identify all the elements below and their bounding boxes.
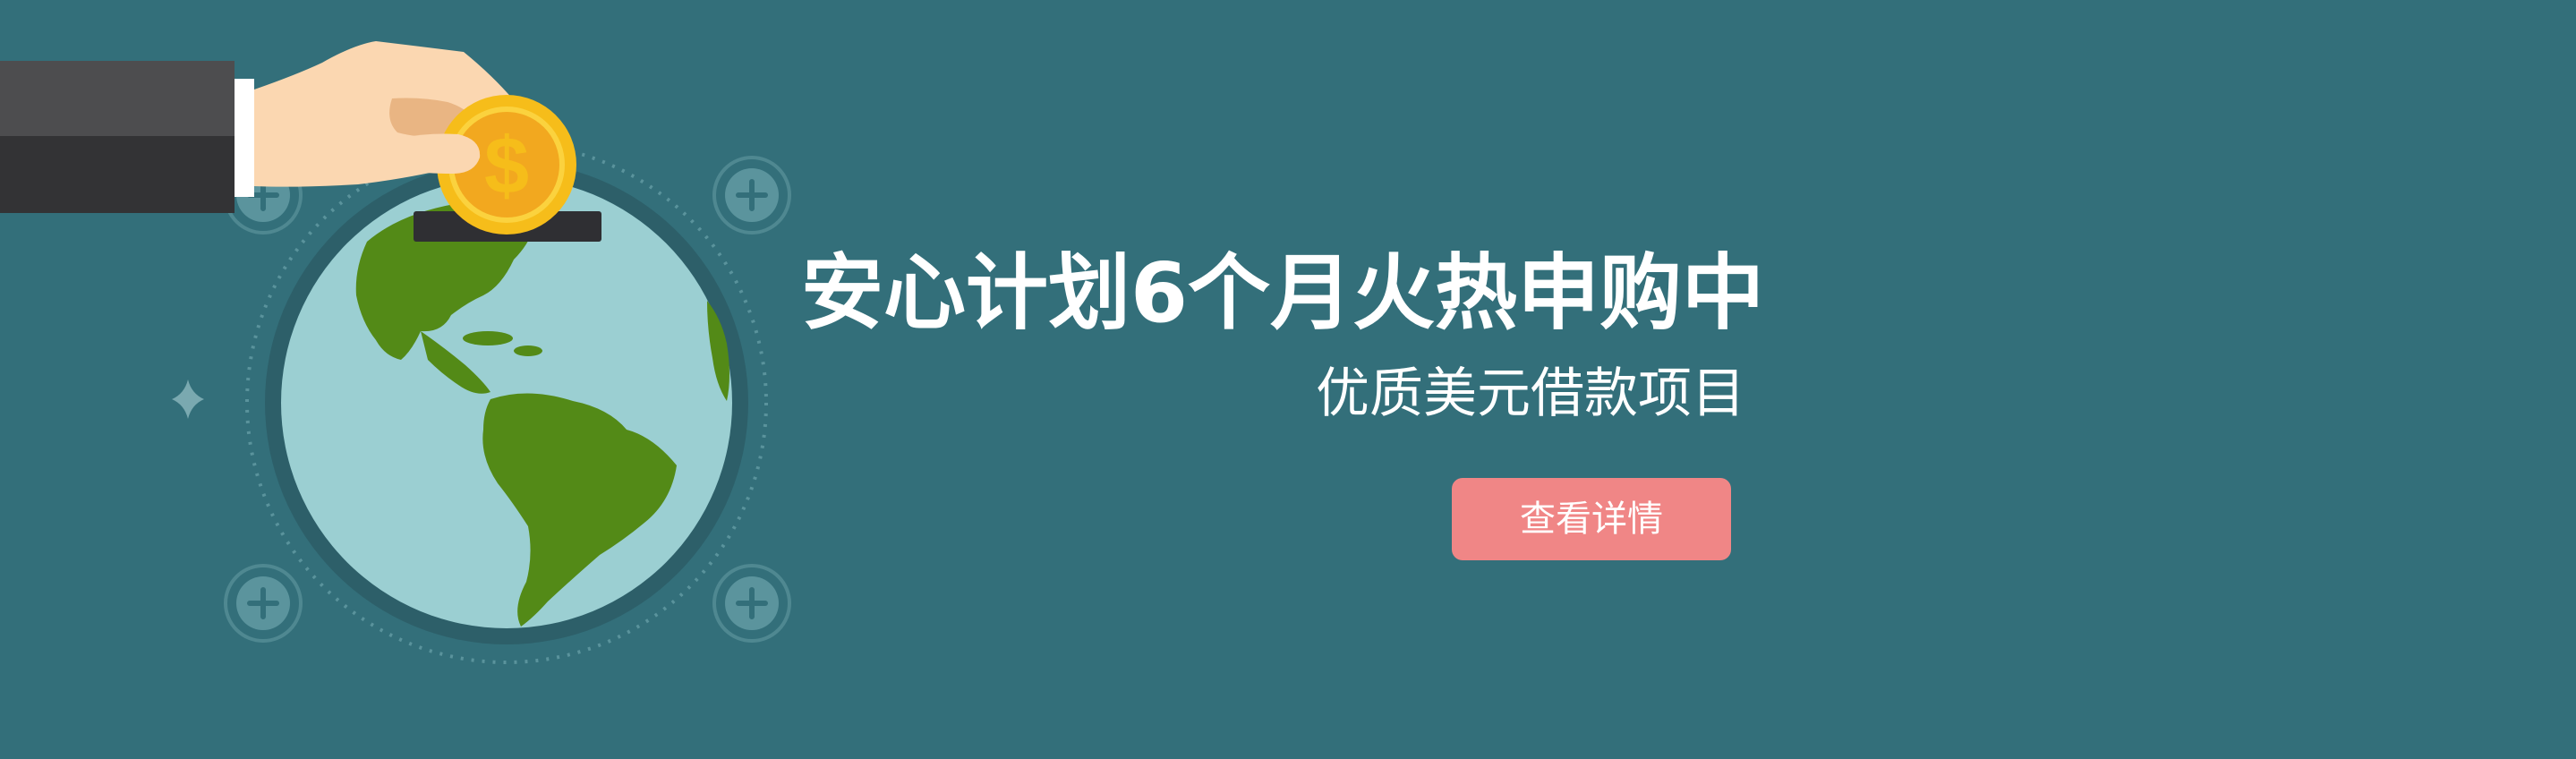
dotted-ring-icon bbox=[245, 141, 768, 664]
headline: 安心计划6个月火热申购中 bbox=[801, 245, 1765, 341]
plus-icon bbox=[712, 156, 791, 235]
plus-icon bbox=[712, 564, 791, 643]
view-details-button[interactable]: 查看详情 bbox=[1452, 478, 1731, 560]
globe-savings-illustration: $ bbox=[0, 41, 791, 664]
sparkle-icon bbox=[172, 380, 204, 419]
subheadline: 优质美元借款项目 bbox=[1316, 362, 1745, 425]
sleeve-icon bbox=[0, 61, 254, 213]
plus-icon bbox=[224, 564, 303, 643]
globe-icon bbox=[265, 161, 748, 644]
coin-icon: $ bbox=[437, 95, 576, 235]
svg-text:$: $ bbox=[484, 122, 529, 211]
